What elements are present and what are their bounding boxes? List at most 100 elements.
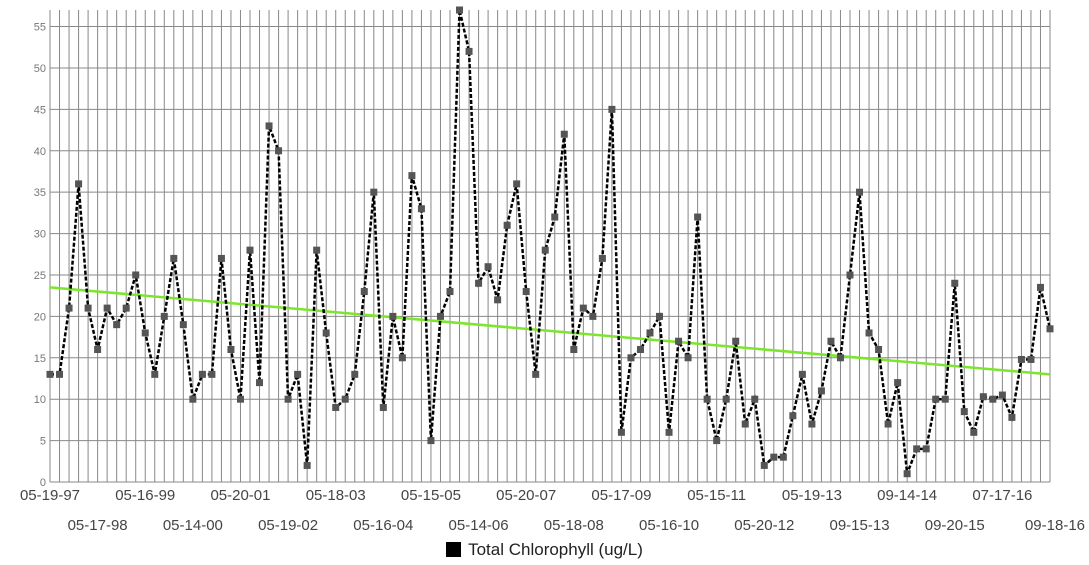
data-point xyxy=(465,47,473,55)
data-point xyxy=(798,370,806,378)
data-point xyxy=(1036,283,1044,291)
data-point xyxy=(675,337,683,345)
data-point xyxy=(979,393,987,401)
data-point xyxy=(560,130,568,138)
data-point xyxy=(227,346,235,354)
x-tick-label: 05-19-97 xyxy=(20,487,80,504)
y-tick-label: 40 xyxy=(34,146,46,158)
x-tick-label: 09-15-13 xyxy=(830,517,890,534)
data-point xyxy=(694,213,702,221)
data-point xyxy=(265,122,273,130)
y-tick-label: 50 xyxy=(34,63,46,75)
data-point xyxy=(294,370,302,378)
data-point xyxy=(332,403,340,411)
data-point xyxy=(894,379,902,387)
data-point xyxy=(1017,355,1025,363)
data-point xyxy=(75,180,83,188)
data-point xyxy=(103,304,111,312)
y-tick-label: 25 xyxy=(34,270,46,282)
data-point xyxy=(122,304,130,312)
data-point xyxy=(246,246,254,254)
data-point xyxy=(541,246,549,254)
data-point xyxy=(1008,413,1016,421)
legend-label: Total Chlorophyll (ug/L) xyxy=(468,540,643,559)
y-tick-label: 0 xyxy=(40,477,46,489)
x-axis-tick-labels: 05-19-97 05-17-98 05-16-99 05-14-00 05-20-01… xyxy=(20,487,1085,534)
data-point xyxy=(446,288,454,296)
data-point xyxy=(703,395,711,403)
x-tick-label: 05-20-01 xyxy=(210,487,270,504)
x-tick-label: 09-20-15 xyxy=(925,517,985,534)
data-point xyxy=(208,370,216,378)
data-point xyxy=(998,391,1006,399)
data-point xyxy=(370,188,378,196)
x-tick-label: 05-15-05 xyxy=(401,487,461,504)
data-point xyxy=(770,453,778,461)
y-tick-label: 10 xyxy=(34,394,46,406)
y-axis-tick-labels: 0 5 10 15 20 25 30 35 40 45 50 55 xyxy=(34,22,46,489)
x-tick-label: 05-19-13 xyxy=(782,487,842,504)
data-point xyxy=(570,346,578,354)
data-point xyxy=(865,329,873,337)
x-tick-label: 05-15-11 xyxy=(687,487,746,504)
x-tick-label: 09-18-16 xyxy=(1025,517,1085,534)
data-point xyxy=(256,379,264,387)
x-tick-label: 05-16-99 xyxy=(115,487,175,504)
data-point xyxy=(179,321,187,329)
data-point xyxy=(875,346,883,354)
legend-swatch xyxy=(446,542,462,557)
data-point xyxy=(408,172,416,180)
data-point xyxy=(436,312,444,320)
trend-line xyxy=(49,286,1051,376)
data-point xyxy=(313,246,321,254)
data-point xyxy=(303,461,311,469)
x-tick-label: 07-17-16 xyxy=(972,487,1032,504)
x-tick-label: 05-17-09 xyxy=(591,487,651,504)
data-point xyxy=(751,395,759,403)
data-point xyxy=(322,329,330,337)
data-point xyxy=(827,337,835,345)
y-tick-label: 35 xyxy=(34,187,46,199)
data-point xyxy=(713,437,721,445)
data-point xyxy=(427,437,435,445)
data-point xyxy=(217,254,225,262)
y-tick-label: 45 xyxy=(34,104,46,116)
data-point xyxy=(732,337,740,345)
data-point xyxy=(1046,325,1054,333)
data-point xyxy=(522,288,530,296)
data-point xyxy=(684,354,692,362)
data-point xyxy=(589,312,597,320)
data-point xyxy=(932,395,940,403)
data-point xyxy=(341,395,349,403)
y-tick-label: 5 xyxy=(40,436,46,448)
data-point xyxy=(913,445,921,453)
data-points xyxy=(46,6,1054,478)
x-tick-label: 09-14-14 xyxy=(877,487,937,504)
data-point xyxy=(636,346,644,354)
data-point xyxy=(56,370,64,378)
data-point xyxy=(903,470,911,478)
data-point xyxy=(989,395,997,403)
data-point xyxy=(65,304,73,312)
legend: Total Chlorophyll (ug/L) xyxy=(0,540,1089,560)
data-point xyxy=(579,304,587,312)
data-point xyxy=(665,428,673,436)
data-point xyxy=(484,263,492,271)
data-point xyxy=(379,403,387,411)
x-tick-label: 05-14-06 xyxy=(449,517,509,534)
data-point xyxy=(198,370,206,378)
x-tick-label: 05-18-08 xyxy=(544,517,604,534)
data-point xyxy=(417,205,425,213)
data-point xyxy=(608,105,616,113)
data-point xyxy=(275,147,283,155)
data-point xyxy=(760,461,768,469)
data-point xyxy=(284,395,292,403)
data-point xyxy=(151,370,159,378)
data-point xyxy=(236,395,244,403)
x-tick-label: 05-16-10 xyxy=(639,517,699,534)
data-point xyxy=(160,312,168,320)
x-tick-label: 05-20-07 xyxy=(496,487,556,504)
data-point xyxy=(360,288,368,296)
x-tick-label: 05-16-04 xyxy=(353,517,413,534)
